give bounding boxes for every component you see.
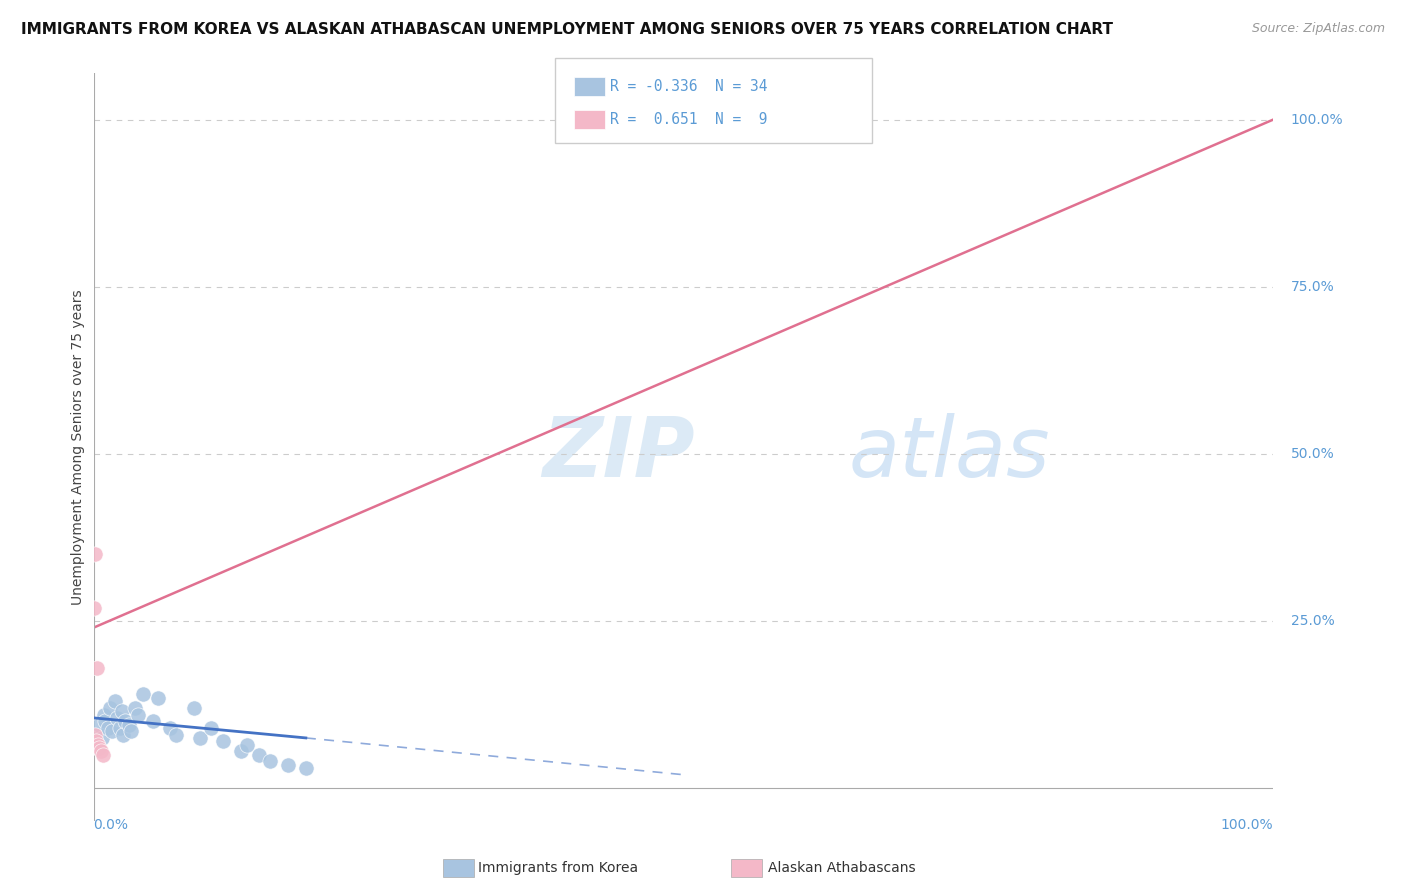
Y-axis label: Unemployment Among Seniors over 75 years: Unemployment Among Seniors over 75 years — [72, 289, 86, 605]
Point — [84, 728, 107, 742]
Text: R = -0.336  N = 34: R = -0.336 N = 34 — [610, 79, 768, 94]
Point — [90, 744, 112, 758]
Point — [120, 724, 142, 739]
Point — [104, 694, 127, 708]
Text: atlas: atlas — [848, 413, 1050, 494]
Point — [93, 707, 115, 722]
Point — [165, 728, 187, 742]
Point — [97, 721, 120, 735]
Text: 50.0%: 50.0% — [1291, 447, 1334, 461]
Point — [236, 738, 259, 752]
Point — [124, 701, 146, 715]
Point — [111, 704, 134, 718]
Text: 75.0%: 75.0% — [1291, 280, 1334, 293]
Point — [91, 747, 114, 762]
Point — [183, 701, 205, 715]
Point — [83, 600, 105, 615]
Point — [141, 714, 163, 729]
Point — [86, 661, 108, 675]
Point — [247, 747, 270, 762]
Text: IMMIGRANTS FROM KOREA VS ALASKAN ATHABASCAN UNEMPLOYMENT AMONG SENIORS OVER 75 Y: IMMIGRANTS FROM KOREA VS ALASKAN ATHABAS… — [21, 22, 1114, 37]
Text: 25.0%: 25.0% — [1291, 614, 1334, 628]
Text: Source: ZipAtlas.com: Source: ZipAtlas.com — [1251, 22, 1385, 36]
Point — [148, 690, 170, 705]
Point — [159, 721, 181, 735]
Point — [84, 734, 107, 748]
Point — [295, 761, 318, 775]
Point — [94, 714, 117, 729]
Point — [90, 731, 112, 745]
Point — [132, 688, 155, 702]
Text: Immigrants from Korea: Immigrants from Korea — [478, 861, 638, 875]
Point — [112, 728, 135, 742]
Point — [259, 754, 281, 768]
Point — [200, 721, 222, 735]
Point — [98, 701, 121, 715]
Text: ZIP: ZIP — [541, 413, 695, 494]
Point — [89, 717, 111, 731]
Point — [277, 757, 299, 772]
Text: 0.0%: 0.0% — [94, 818, 128, 832]
Text: 100.0%: 100.0% — [1220, 818, 1272, 832]
Point — [114, 714, 136, 729]
Point — [229, 744, 252, 758]
Point — [83, 547, 105, 561]
Point — [105, 711, 128, 725]
Point — [127, 707, 149, 722]
Point — [118, 717, 141, 731]
Point — [108, 721, 131, 735]
Text: R =  0.651  N =  9: R = 0.651 N = 9 — [610, 112, 768, 127]
Point — [212, 734, 235, 748]
Point — [87, 738, 110, 752]
Point — [87, 741, 110, 756]
Text: Alaskan Athabascans: Alaskan Athabascans — [768, 861, 915, 875]
Point — [101, 724, 124, 739]
Text: 100.0%: 100.0% — [1291, 112, 1343, 127]
Point — [84, 728, 107, 742]
Point — [89, 741, 111, 756]
Point — [188, 731, 211, 745]
